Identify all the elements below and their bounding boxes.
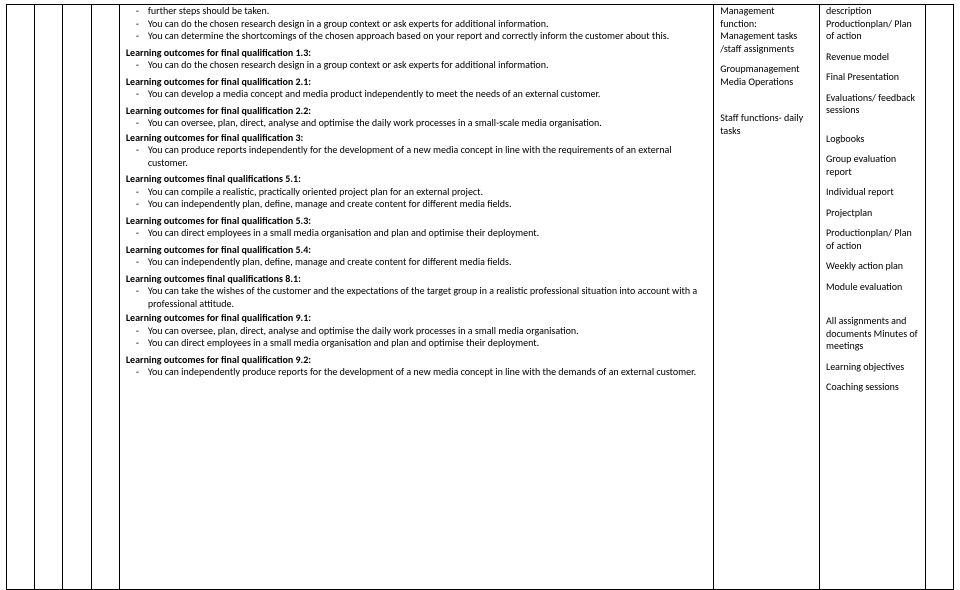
section-item: You can direct employees in a small medi…: [126, 337, 707, 350]
section-item: You can independently plan, define, mana…: [126, 256, 707, 269]
colg-line: Final Presentation: [826, 71, 919, 84]
section: Learning outcomes final qualifications 8…: [126, 273, 707, 311]
colg-line: Individual report: [826, 186, 919, 199]
section: Learning outcomes for final qualificatio…: [126, 105, 707, 130]
colg-line: All assignments and documents Minutes of…: [826, 315, 919, 353]
section-item: You can direct employees in a small medi…: [126, 227, 707, 240]
colg-line: Projectplan: [826, 207, 919, 220]
intro-list: further steps should be taken. You can d…: [126, 5, 707, 43]
section: Learning outcomes for final qualificatio…: [126, 312, 707, 350]
section: Learning outcomes for final qualificatio…: [126, 215, 707, 240]
colf-p1: Management function: Management tasks /s…: [720, 5, 813, 55]
cell-a: [7, 5, 35, 590]
section-item: You can produce reports independently fo…: [126, 144, 707, 169]
section: Learning outcomes for final qualificatio…: [126, 354, 707, 379]
section-item: You can develop a media concept and medi…: [126, 88, 707, 101]
colg-line: Productionplan/ Plan of action: [826, 18, 919, 43]
colg-line: Productionplan/ Plan of action: [826, 227, 919, 252]
section-item: You can oversee, plan, direct, analyse a…: [126, 117, 707, 130]
intro-item: further steps should be taken.: [126, 5, 707, 18]
colf-p2: Groupmanage­ment Media Operations: [720, 63, 813, 88]
section: Learning outcomes for final qualificatio…: [126, 244, 707, 269]
section-title: Learning outcomes final qualifications 5…: [126, 173, 707, 186]
section: Learning outcomes for final qualificatio…: [126, 47, 707, 72]
cell-d: [91, 5, 119, 590]
cell-main: further steps should be taken. You can d…: [119, 5, 713, 590]
section-item: You can independently produce reports fo…: [126, 366, 707, 379]
page: further steps should be taken. You can d…: [0, 0, 960, 590]
section-item: You can do the chosen research design in…: [126, 59, 707, 72]
layout-table: further steps should be taken. You can d…: [6, 4, 954, 590]
cell-b: [35, 5, 63, 590]
section-item: You can take the wishes of the customer …: [126, 285, 707, 310]
section: Learning outcomes final qualifications 5…: [126, 173, 707, 211]
colg-line: Coaching sessions: [826, 381, 919, 394]
colg-line: Weekly action plan: [826, 260, 919, 273]
section: Learning outcomes for final qualificatio…: [126, 76, 707, 101]
colg-line: Logbooks: [826, 133, 919, 146]
colg-line: Group evaluation report: [826, 153, 919, 178]
colg-line: description: [826, 5, 919, 18]
cell-g: description Productionplan/ Plan of acti…: [819, 5, 925, 590]
colg-line: Evaluations/ feedback sessions: [826, 92, 919, 117]
colg-line: Revenue model: [826, 51, 919, 64]
cell-f: Management function: Management tasks /s…: [714, 5, 820, 590]
colg-line: Module evaluation: [826, 281, 919, 294]
cell-c: [63, 5, 91, 590]
intro-item: You can determine the shortcomings of th…: [126, 30, 707, 43]
section: Learning outcomes for final qualificatio…: [126, 132, 707, 170]
colg-line: Learning objectives: [826, 361, 919, 374]
colf-p3: Staff functions- daily tasks: [720, 112, 813, 137]
cell-h: [925, 5, 953, 590]
section-title: Learning outcomes for final qualificatio…: [126, 312, 707, 325]
section-item: You can independently plan, define, mana…: [126, 198, 707, 211]
